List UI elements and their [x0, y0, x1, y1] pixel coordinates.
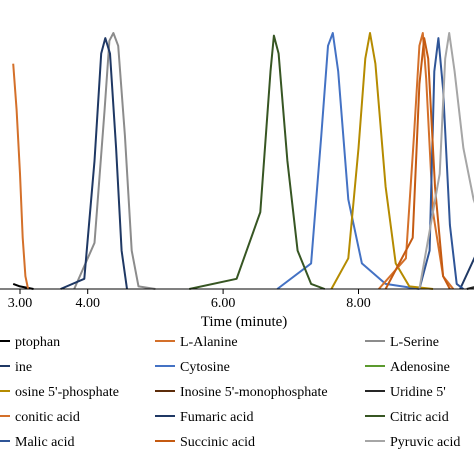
series-line-6 [330, 32, 434, 290]
series-line-3 [60, 37, 128, 290]
legend-label-12: Malic acid [15, 435, 74, 450]
x-tick-group: 3.004.006.008.0010.0012.0014.00 [8, 289, 371, 311]
legend-label-5: Adenosine [390, 360, 450, 375]
x-tick-label-3: 8.00 [346, 296, 371, 311]
x-tick-label-2: 6.00 [211, 296, 236, 311]
legend-label-3: ine [15, 360, 32, 375]
legend-label-13: Succinic acid [180, 435, 255, 450]
legend-label-8: Uridine 5' [390, 385, 446, 400]
series-line-11 [189, 34, 326, 290]
series-line-13 [384, 37, 451, 290]
legend-label-0: ptophan [15, 335, 60, 350]
plot-series-group [12, 32, 474, 290]
legend-label-10: Fumaric acid [180, 410, 253, 425]
series-line-0 [12, 282, 34, 290]
legend-label-1: L-Alanine [180, 335, 238, 350]
x-axis-title: Time (minute) [201, 314, 288, 330]
series-line-4 [276, 32, 420, 290]
series-line-14 [418, 32, 474, 290]
legend: ptophan L-Alanine L-Serine ine Cytosine Adeno… [0, 335, 460, 450]
legend-label-4: Cytosine [180, 360, 230, 375]
legend-label-9: conitic acid [15, 410, 80, 425]
series-line-2 [73, 32, 156, 290]
x-tick-label-0: 3.00 [8, 296, 33, 311]
legend-label-6: osine 5'-phosphate [15, 385, 119, 400]
legend-label-2: L-Serine [390, 335, 439, 350]
series-line-9 [378, 32, 455, 290]
legend-label-11: Citric acid [390, 410, 449, 425]
series-line-10 [459, 256, 474, 290]
x-tick-label-1: 4.00 [75, 296, 100, 311]
series-line-12 [418, 37, 465, 290]
legend-label-7: Inosine 5'-monophosphate [180, 385, 328, 400]
legend-label-14: Pyruvic acid [390, 435, 460, 450]
series-line-1 [12, 63, 30, 290]
